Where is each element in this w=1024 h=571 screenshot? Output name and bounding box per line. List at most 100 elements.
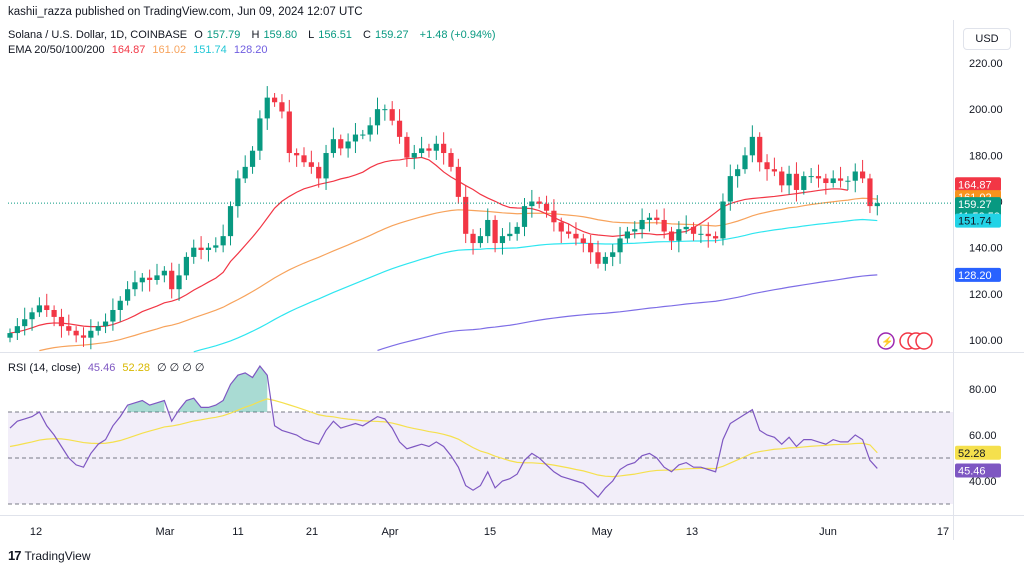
candle-body <box>499 236 506 244</box>
rsi-legend: RSI (14, close) 45.46 52.28 ∅ ∅ ∅ ∅ <box>8 361 209 374</box>
change-value: +1.48 (+0.94%) <box>419 29 496 41</box>
candle-body <box>88 330 94 338</box>
close-value: C 159.27 <box>363 29 409 41</box>
branding-text: TradingView <box>24 548 91 563</box>
candle-body <box>419 148 425 154</box>
time-axis-tick: Apr <box>381 526 398 538</box>
candle-body <box>654 217 660 220</box>
lightning-icon <box>877 332 895 350</box>
candle-body <box>73 330 79 336</box>
rsi-overbought-fill <box>179 366 268 412</box>
rsi-extra: ∅ ∅ ∅ ∅ <box>157 362 205 374</box>
tradingview-logo: 17 TradingView <box>8 548 91 563</box>
time-axis-tick: Mar <box>156 526 175 538</box>
symbol-legend: Solana / U.S. Dollar, 1D, COINBASE O 157.… <box>8 29 500 41</box>
publish-line: kashii_razza published on TradingView.co… <box>8 6 363 18</box>
candle-body <box>624 231 630 239</box>
candle-body <box>521 206 528 227</box>
high-value: H 159.80 <box>251 29 298 41</box>
candle-body <box>235 178 241 207</box>
candle-body <box>154 275 160 280</box>
candle-body <box>301 155 307 163</box>
candle-body <box>426 148 432 151</box>
ema20-value: 164.87 <box>111 44 146 56</box>
candle-body <box>198 247 204 250</box>
candle-body <box>801 176 807 190</box>
candle-body <box>132 282 138 290</box>
ema20-line <box>9 156 848 334</box>
candle-body <box>867 178 873 207</box>
currency-button[interactable]: USD <box>963 28 1011 50</box>
low-value: L 156.51 <box>308 29 352 41</box>
rsi-line <box>9 364 878 498</box>
candle-body <box>316 166 322 179</box>
rsi-label[interactable]: RSI (14, close) <box>8 362 81 374</box>
candle-body <box>441 143 447 154</box>
candle-body <box>749 136 755 156</box>
candle-body <box>779 171 785 186</box>
rsi-axis-label: 45.46 <box>958 465 986 477</box>
candle-body <box>411 153 417 158</box>
candle-body <box>742 155 748 170</box>
candle-body <box>514 226 520 234</box>
ema100-value: 151.74 <box>193 44 227 56</box>
rsi-axis-tick: 60.00 <box>969 430 997 442</box>
candle-body <box>852 171 858 181</box>
candle-body <box>485 219 491 237</box>
candle-body <box>573 233 579 239</box>
price-axis-tick: 100.00 <box>969 335 1003 347</box>
rsi-axis-tick: 80.00 <box>969 384 997 396</box>
candle-body <box>29 312 35 320</box>
candle-body <box>242 166 248 179</box>
candle-body <box>433 143 439 151</box>
candle-body <box>191 247 197 257</box>
ema100-axis-label-bg <box>955 213 1001 228</box>
candle-body <box>374 109 381 126</box>
time-axis-tick: 13 <box>686 526 698 538</box>
rsi-axis-label-bg <box>955 463 1001 478</box>
tradingview-logo-icon: 17 <box>8 548 22 563</box>
ema50-value: 161.02 <box>152 44 187 56</box>
last-price-label: 159.27 <box>958 199 992 211</box>
candle-body <box>617 238 623 253</box>
candle-body <box>764 162 770 170</box>
candle-body <box>95 326 101 331</box>
time-axis-tick: 21 <box>306 526 318 538</box>
candle-body <box>646 217 653 220</box>
candle-body <box>183 256 189 276</box>
candle-body <box>874 203 880 207</box>
candle-body <box>566 231 572 234</box>
candle-body <box>470 233 476 244</box>
candle-body <box>264 97 270 119</box>
candle-body <box>690 226 697 234</box>
price-axis-tick: 120.00 <box>969 289 1003 301</box>
ema-label[interactable]: EMA 20/50/100/200 <box>8 44 105 56</box>
price-axis-tick: 200.00 <box>969 104 1003 116</box>
candle-body <box>815 176 822 179</box>
candle-body <box>139 277 145 283</box>
ema-legend: EMA 20/50/100/200 164.87 161.02 151.74 1… <box>8 44 272 56</box>
candle-body <box>698 233 704 235</box>
rsi-ma-line <box>9 398 878 478</box>
rsi-ma-value: 52.28 <box>122 362 150 374</box>
candle-body <box>823 178 829 184</box>
candle-body <box>558 222 564 232</box>
candle-body <box>294 153 300 156</box>
candle-body <box>668 231 675 241</box>
candle-body <box>205 247 212 250</box>
candle-body <box>279 102 285 112</box>
ema200-axis-label-bg <box>955 267 1001 282</box>
time-axis-tick: 12 <box>30 526 42 538</box>
candle-body <box>213 245 219 248</box>
candle-body <box>308 162 314 167</box>
candle-body <box>169 270 175 290</box>
candle-body <box>389 109 395 121</box>
candle-body <box>845 180 851 182</box>
symbol-title[interactable]: Solana / U.S. Dollar, 1D, COINBASE <box>8 29 188 41</box>
candle-body <box>227 206 234 237</box>
candle-body <box>161 270 167 276</box>
candle-body <box>808 176 814 178</box>
candle-body <box>477 236 483 244</box>
candle-body <box>51 309 57 317</box>
